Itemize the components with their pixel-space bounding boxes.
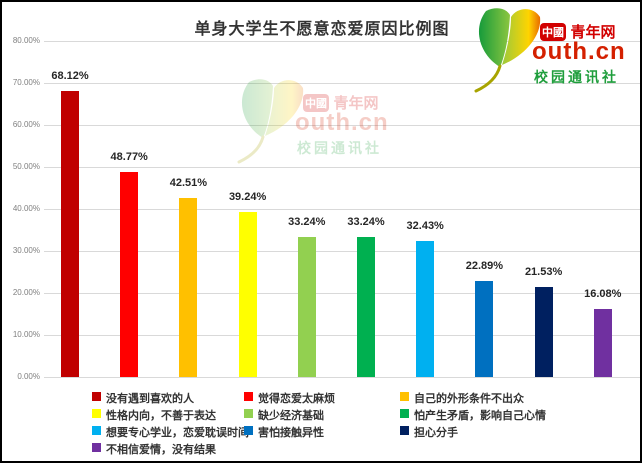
youthcn-logo: 中國 青年网 outh.cn 校园通讯社: [468, 5, 638, 93]
bar: [61, 91, 79, 377]
legend-label: 缺少经济基础: [258, 410, 324, 422]
y-axis-tick: 70.00%: [12, 78, 40, 87]
bar: [593, 309, 612, 377]
grid-line: [44, 41, 640, 42]
bar: [297, 237, 316, 377]
y-axis-tick: 10.00%: [12, 330, 40, 339]
grid-line: [44, 209, 640, 210]
logo-brand: 青年网: [570, 24, 616, 41]
legend-swatch: [92, 426, 101, 435]
legend-label: 性格内向，不善于表达: [106, 410, 216, 422]
grid-line: [44, 251, 640, 252]
bar-value-label: 68.12%: [51, 70, 89, 82]
legend-label: 觉得恋爱太麻烦: [258, 393, 335, 405]
legend-label: 自己的外形条件不出众: [414, 393, 524, 405]
bar: [120, 172, 139, 377]
y-axis-tick: 20.00%: [12, 288, 40, 297]
legend-swatch: [400, 426, 409, 435]
grid-line: [44, 83, 640, 84]
legend-label: 害怕接触异性: [258, 427, 324, 439]
y-axis-tick: 60.00%: [12, 120, 40, 129]
y-axis-tick: 40.00%: [12, 204, 40, 213]
y-axis-tick: 80.00%: [12, 36, 40, 45]
bar-value-label: 39.24%: [228, 191, 267, 203]
bar-value-label: 42.51%: [169, 177, 208, 189]
legend-label: 没有遇到喜欢的人: [106, 393, 194, 405]
legend-swatch: [244, 426, 253, 435]
bar: [475, 281, 494, 377]
watermark-logo: 中國 青年网 outh.cn 校园通讯社: [231, 76, 401, 164]
bar: [238, 212, 257, 377]
bar: [357, 237, 375, 377]
legend-label: 担心分手: [414, 427, 458, 439]
bar-value-label: 21.53%: [524, 266, 563, 278]
bar-value-label: 48.77%: [110, 151, 148, 163]
grid-line: [44, 377, 640, 378]
y-axis-tick: 30.00%: [12, 246, 40, 255]
ginkgo-leaf-icon: [474, 8, 541, 93]
bar-value-label: 16.08%: [584, 288, 622, 300]
logo-brand-row: 中國 青年网: [540, 21, 615, 42]
grid-line: [44, 167, 640, 168]
legend-swatch: [244, 392, 253, 401]
bar-value-label: 22.89%: [465, 260, 504, 272]
grid-line: [44, 293, 640, 294]
grid-line: [44, 125, 640, 126]
chart-title: 单身大学生不愿意恋爱原因比例图: [194, 21, 450, 38]
bar: [416, 241, 435, 377]
bar: [179, 198, 198, 377]
legend-swatch: [244, 409, 253, 418]
watermark-brand-row: 中國 青年网: [303, 92, 378, 113]
logo-subtitle: 校园通讯社: [534, 69, 619, 85]
legend-swatch: [92, 392, 101, 401]
legend-swatch: [92, 409, 101, 418]
bar-value-label: 33.24%: [288, 216, 326, 228]
legend-label: 不相信爱情，没有结果: [106, 444, 216, 456]
bar: [534, 287, 553, 377]
logo-domain: outh.cn: [532, 38, 626, 65]
ginkgo-leaf-icon: [237, 79, 304, 164]
watermark-brand: 青年网: [333, 95, 379, 112]
legend-label: 怕产生矛盾，影响自己心情: [414, 410, 546, 422]
legend-swatch: [400, 392, 409, 401]
watermark-domain: outh.cn: [295, 109, 389, 136]
legend-swatch: [400, 409, 409, 418]
watermark-subtitle: 校园通讯社: [297, 140, 382, 156]
legend-label: 想要专心学业，恋爱耽误时间: [106, 427, 249, 439]
bar-value-label: 33.24%: [347, 216, 385, 228]
bar-value-label: 32.43%: [406, 220, 444, 232]
legend-swatch: [92, 443, 101, 452]
watermark-badge: 中國: [303, 93, 329, 112]
y-axis-tick: 50.00%: [12, 162, 40, 171]
grid-line: [44, 335, 640, 336]
y-axis-tick: 0.00%: [17, 372, 40, 381]
logo-badge: 中國: [540, 22, 566, 41]
